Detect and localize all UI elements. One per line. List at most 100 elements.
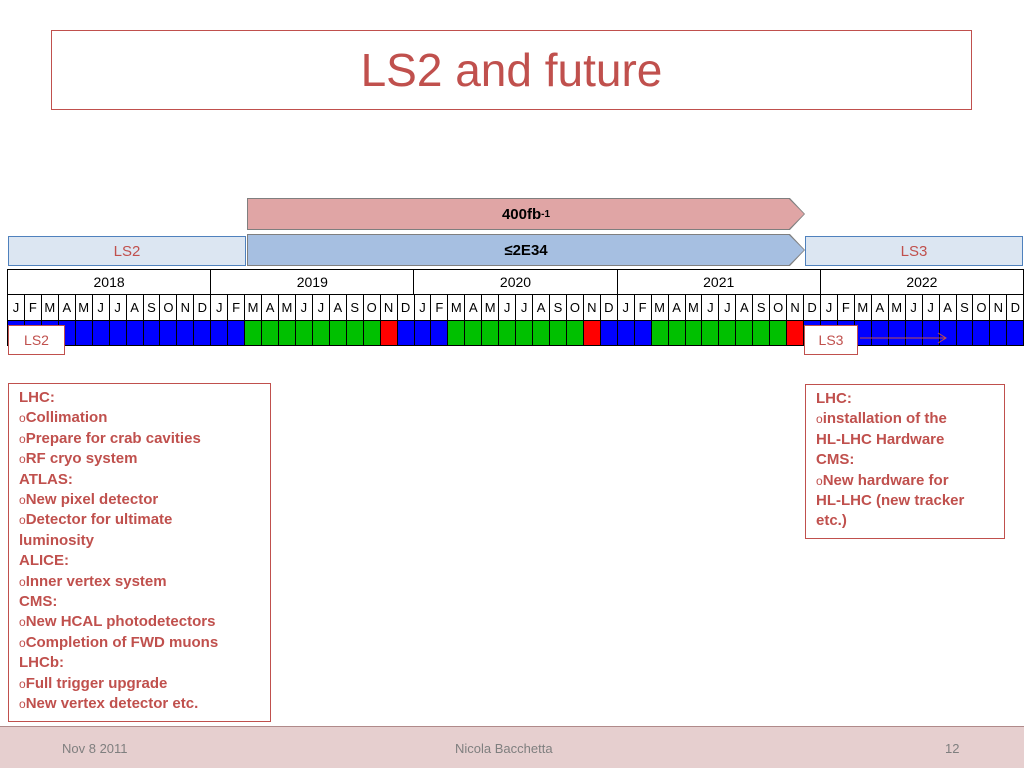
status-cell <box>345 320 364 346</box>
note-item: HL-LHC Hardware <box>816 430 994 450</box>
status-cell <box>125 320 144 346</box>
note-item: oinstallation of the <box>816 409 994 429</box>
status-cell <box>464 320 483 346</box>
status-cell <box>599 320 618 346</box>
status-cell <box>244 320 263 346</box>
note-item: CMS: <box>19 592 260 612</box>
year-header: 2022 <box>819 269 1024 295</box>
note-text: Completion of FWD muons <box>25 633 219 651</box>
note-item: oCompletion of FWD muons <box>19 633 260 653</box>
ls3-label-text: LS3 <box>818 332 844 348</box>
month-header: S <box>345 294 364 321</box>
month-header: A <box>667 294 686 321</box>
status-cell <box>328 320 347 346</box>
status-cell <box>786 320 805 346</box>
month-header: A <box>328 294 347 321</box>
month-header: J <box>820 294 838 321</box>
status-cell <box>718 320 737 346</box>
month-header: A <box>125 294 144 321</box>
integrated-luminosity-label: 400fb <box>501 205 542 223</box>
note-item: oRF cryo system <box>19 449 260 469</box>
month-header: D <box>803 294 821 321</box>
month-header: A <box>532 294 550 321</box>
month-header: M <box>684 294 703 321</box>
note-text: CMS: <box>816 451 855 469</box>
month-header: M <box>244 294 263 321</box>
ls2-label: LS2 <box>8 325 65 355</box>
month-header: J <box>311 294 330 321</box>
month-header: M <box>853 294 872 321</box>
status-cell <box>616 320 635 346</box>
status-cell <box>278 320 296 346</box>
status-cell <box>955 320 974 346</box>
ls2-upgrades-list: LHC: oCollimation oPrepare for crab caviti… <box>8 383 271 722</box>
month-header: A <box>870 294 889 321</box>
status-cell <box>379 320 398 346</box>
bullet-icon: o <box>19 635 26 650</box>
month-header: J <box>718 294 737 321</box>
month-header: A <box>57 294 76 321</box>
bullet-icon: o <box>19 574 26 589</box>
status-cell <box>294 320 313 346</box>
month-header: M <box>278 294 296 321</box>
status-cell <box>684 320 703 346</box>
note-item: HL-LHC (new tracker <box>816 491 994 511</box>
note-text: etc.) <box>816 512 847 530</box>
status-cell <box>210 320 229 346</box>
note-item: oCollimation <box>19 408 260 428</box>
month-header: A <box>261 294 279 321</box>
note-item: CMS: <box>816 450 994 470</box>
note-item: LHC: <box>19 388 260 408</box>
ls2-banner-label: LS2 <box>113 242 141 260</box>
status-cell <box>972 320 991 346</box>
status-cell <box>311 320 330 346</box>
month-header: S <box>142 294 161 321</box>
status-cell <box>176 320 195 346</box>
note-text: Prepare for crab cavities <box>25 429 201 447</box>
status-cell <box>752 320 771 346</box>
peak-luminosity-arrow: ≤2E34 <box>247 234 805 266</box>
note-text: LHC: <box>19 389 55 406</box>
ls3-upgrades-list: LHC: oinstallation of the HL-LHC Hardware C… <box>805 384 1005 539</box>
month-header: O <box>159 294 178 321</box>
note-item: oNew HCAL photodetectors <box>19 612 260 632</box>
note-text: LHCb: <box>19 654 64 672</box>
footer-author: Nicola Bacchetta <box>455 741 553 756</box>
status-cell <box>532 320 550 346</box>
integrated-luminosity-arrow: 400fb -1 <box>247 198 805 230</box>
footer-date: Nov 8 2011 <box>62 741 128 756</box>
month-header: O <box>769 294 788 321</box>
status-cell <box>193 320 212 346</box>
month-header: M <box>481 294 500 321</box>
status-cell <box>650 320 669 346</box>
month-header: J <box>108 294 127 321</box>
note-text: New pixel detector <box>25 491 159 509</box>
status-cell <box>261 320 279 346</box>
year-header: 2021 <box>616 269 821 295</box>
status-cell <box>549 320 567 346</box>
year-header: 2019 <box>210 269 415 295</box>
month-header: J <box>7 294 25 321</box>
note-text: Inner vertex system <box>25 572 167 590</box>
month-header: N <box>379 294 398 321</box>
month-header: M <box>40 294 59 321</box>
ls3-banner-label: LS3 <box>900 242 928 260</box>
integrated-luminosity-superscript: -1 <box>541 208 551 220</box>
month-header: F <box>430 294 449 321</box>
status-cell <box>159 320 178 346</box>
note-item: oNew vertex detector etc. <box>19 694 260 714</box>
status-cell <box>989 320 1008 346</box>
status-cell <box>498 320 517 346</box>
note-text: luminosity <box>19 531 95 549</box>
status-cell <box>769 320 788 346</box>
note-item: oPrepare for crab cavities <box>19 429 260 449</box>
note-text: Detector for ultimate <box>25 511 173 529</box>
arrow-right-icon <box>860 332 947 344</box>
status-cell <box>396 320 415 346</box>
month-header: N <box>176 294 195 321</box>
note-text: installation of the <box>822 410 947 428</box>
status-cell <box>447 320 466 346</box>
status-cell <box>142 320 161 346</box>
status-cell <box>91 320 110 346</box>
